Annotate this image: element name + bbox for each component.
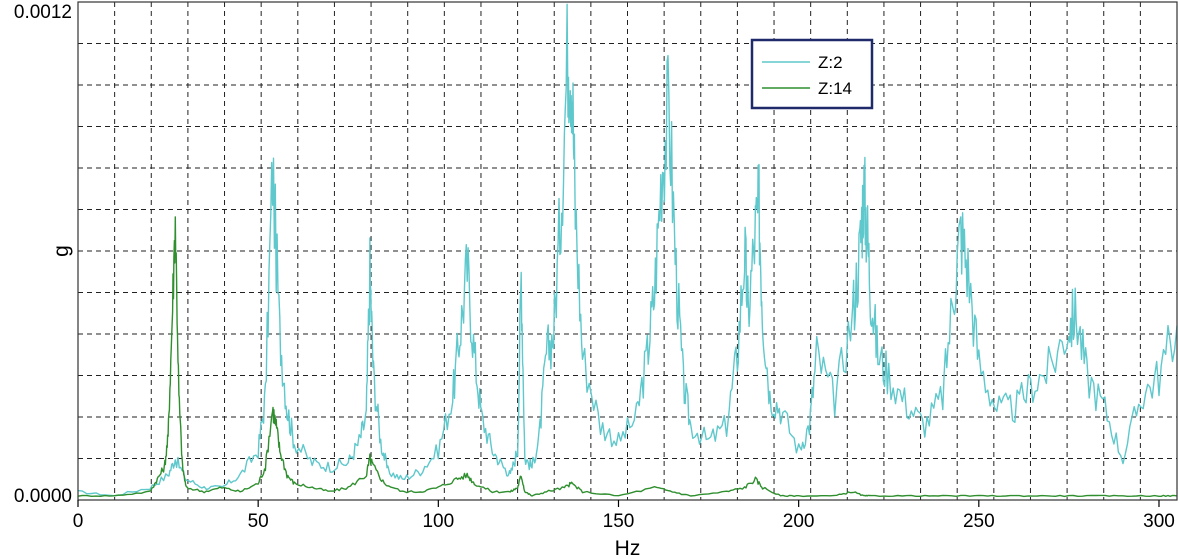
grid <box>78 2 1177 500</box>
legend-label-z14: Z:14 <box>818 79 852 98</box>
y-tick-label: 0.0000 <box>14 486 72 507</box>
x-tick-label: 150 <box>603 511 635 532</box>
legend: Z:2 Z:14 <box>750 38 874 110</box>
legend-box <box>750 38 874 110</box>
y-tick-label: 0.0012 <box>14 2 72 23</box>
y-axis-label: g <box>50 245 73 257</box>
x-tick-label: 300 <box>1143 511 1175 532</box>
series-line-z14 <box>77 216 1178 498</box>
x-tick-label: 50 <box>248 511 269 532</box>
x-axis-label: Hz <box>615 537 641 559</box>
series-line-z2 <box>77 3 1178 497</box>
x-tick-label: 250 <box>963 511 995 532</box>
series-group <box>77 3 1178 498</box>
legend-label-z2: Z:2 <box>818 53 843 72</box>
x-axis: 0 50 100 150 200 250 300 <box>73 500 1175 532</box>
y-axis: 0.0000 0.0012 <box>14 2 72 507</box>
x-tick-label: 0 <box>73 511 84 532</box>
plot-frame <box>77 1 1178 501</box>
x-tick-label: 200 <box>783 511 815 532</box>
x-tick-label: 100 <box>422 511 454 532</box>
